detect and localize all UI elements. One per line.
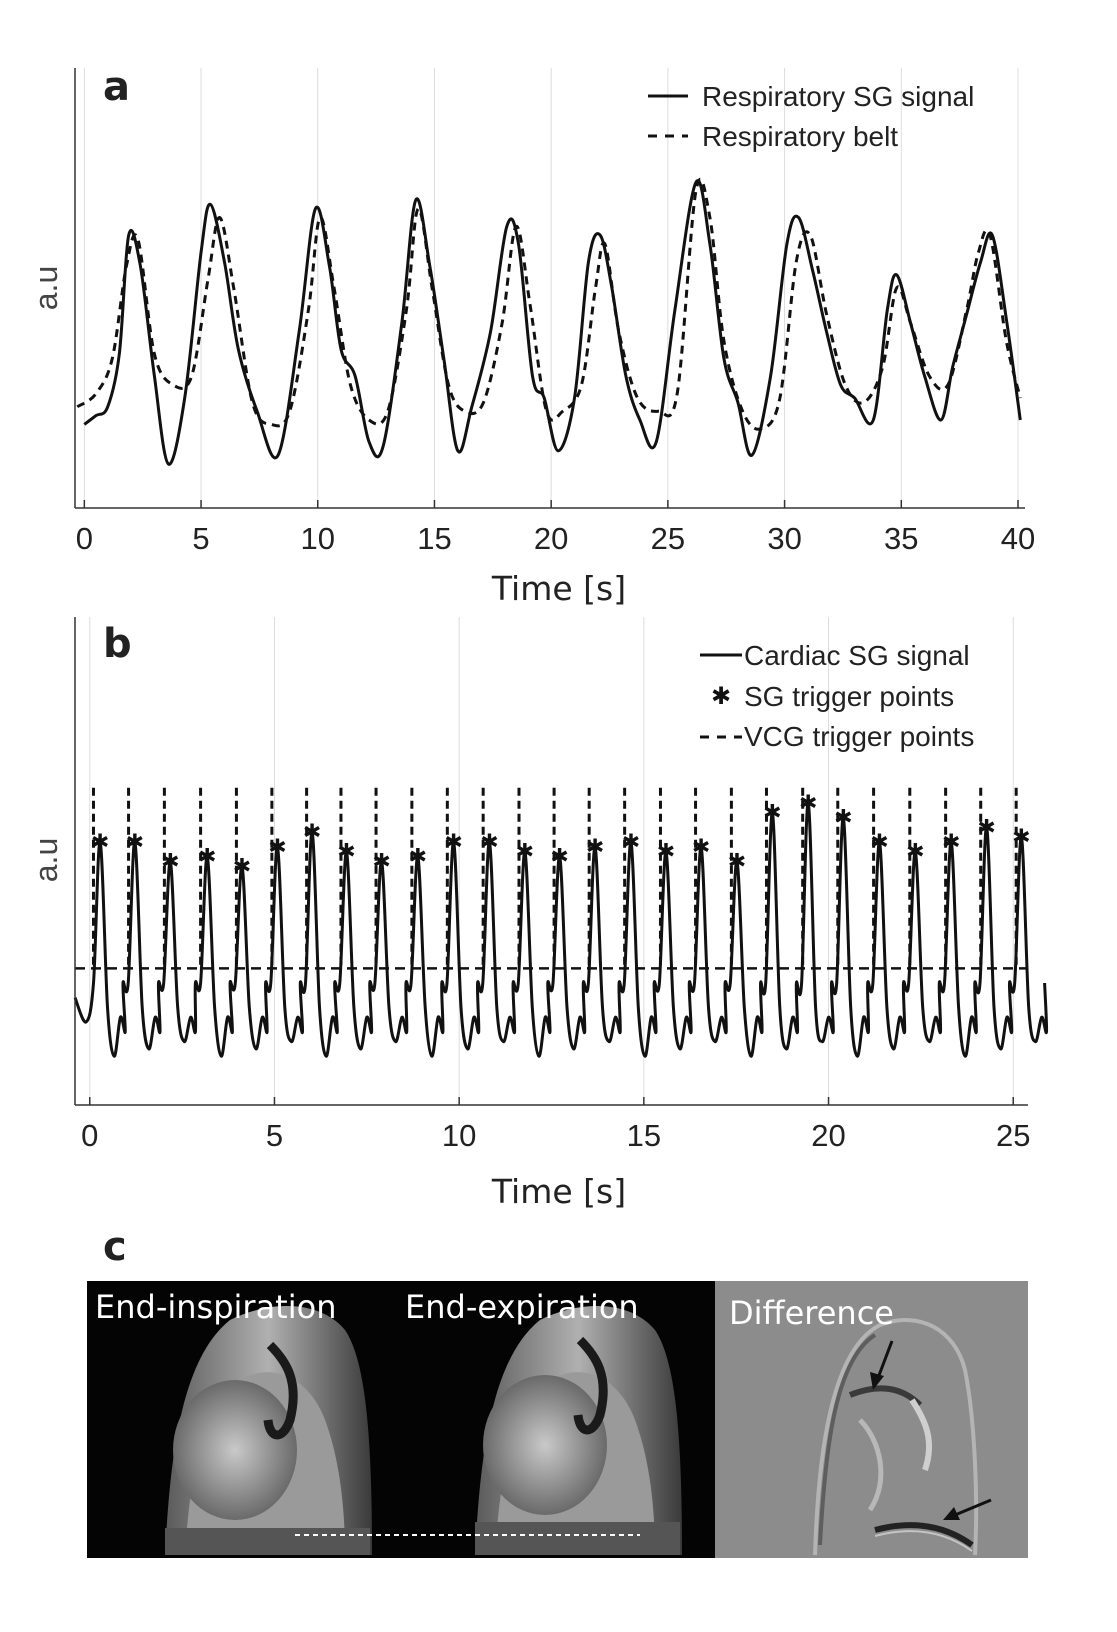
label-difference: Difference [729, 1294, 894, 1332]
legend-label-resp-sg: Respiratory SG signal [702, 81, 974, 112]
sg-trigger-point: ✱ [550, 845, 568, 870]
x-axis-label-b: Time [s] [491, 1172, 626, 1211]
x-axis-label-a: Time [s] [491, 569, 626, 608]
x-tick-label: 5 [266, 1118, 283, 1153]
series-respiratory-sg-signal [83, 179, 1022, 466]
x-tick-label: 15 [627, 1118, 661, 1153]
series-a [76, 177, 1022, 466]
sg-trigger-point: ✱ [728, 850, 746, 875]
legend-a: Respiratory SG signal Respiratory belt [648, 81, 974, 152]
panel-letter-b: b [103, 621, 132, 667]
legend-label-cardiac-sg: Cardiac SG signal [744, 640, 970, 671]
sg-trigger-point: ✱ [161, 850, 179, 875]
arrow-icon [943, 1498, 992, 1520]
sg-trigger-point: ✱ [763, 801, 781, 826]
series-respiratory-belt [76, 177, 1022, 431]
sg-trigger-point: ✱ [480, 830, 498, 855]
sg-trigger-point: ✱ [268, 835, 286, 860]
mri-end-inspiration [165, 1306, 372, 1555]
sg-trigger-point: ✱ [516, 840, 534, 865]
x-tick-label: 30 [767, 521, 801, 556]
x-tick-label: 0 [81, 1118, 98, 1153]
x-tick-label: 35 [884, 521, 918, 556]
sg-trigger-point: ✱ [692, 835, 710, 860]
sg-trigger-point: ✱ [126, 830, 144, 855]
difference-structures [813, 1318, 979, 1556]
legend-label-sg-trigger: SG trigger points [744, 681, 954, 712]
sg-trigger-point: ✱ [834, 806, 852, 831]
legend-label-vcg-trigger: VCG trigger points [744, 721, 974, 752]
panel-c: c [87, 1224, 1028, 1558]
sg-trigger-point: ✱ [870, 830, 888, 855]
x-ticks-a: 0 5 10 15 20 25 30 35 40 [76, 500, 1035, 556]
sg-trigger-point: ✱ [906, 840, 924, 865]
y-axis-label-a: a.u [28, 266, 64, 310]
sg-trigger-point: ✱ [657, 840, 675, 865]
mri-end-expiration [475, 1306, 682, 1555]
legend-label-resp-belt: Respiratory belt [702, 121, 898, 152]
x-tick-label: 25 [651, 521, 685, 556]
grid-a [83, 68, 1019, 508]
sg-trigger-point: ✱ [942, 830, 960, 855]
label-end-expiration: End-expiration [405, 1288, 639, 1326]
sg-trigger-point: ✱ [198, 845, 216, 870]
label-end-inspiration: End-inspiration [95, 1288, 336, 1326]
sg-trigger-point: ✱ [444, 830, 462, 855]
sg-trigger-point: ✱ [303, 821, 321, 846]
legend-b: Cardiac SG signal ✱ SG trigger points VC… [700, 640, 974, 752]
x-tick-label: 10 [442, 1118, 476, 1153]
panel-letter-a: a [103, 64, 130, 110]
sg-trigger-point: ✱ [337, 840, 355, 865]
y-axis-label-b: a.u [28, 838, 64, 882]
x-tick-label: 5 [192, 521, 209, 556]
sg-trigger-point: ✱ [977, 816, 995, 841]
panel-letter-c: c [103, 1224, 127, 1270]
grid-b [89, 617, 1014, 1105]
series-b: ✱ ✱ ✱ ✱ ✱ ✱ ✱ ✱ ✱ ✱ ✱ ✱ ✱ ✱ ✱ ✱ ✱ ✱ ✱ ✱ ✱ ✱ ✱ ✱ ✱ ✱ ✱ [73, 787, 1049, 1058]
sg-trigger-point: ✱ [233, 855, 251, 880]
x-tick-label: 25 [996, 1118, 1030, 1153]
x-tick-label: 15 [417, 521, 451, 556]
x-tick-label: 10 [301, 521, 335, 556]
sg-trigger-point: ✱ [1012, 826, 1030, 851]
sg-trigger-point: ✱ [91, 830, 109, 855]
legend-swatch-trigger-marker: ✱ [711, 682, 731, 710]
x-tick-label: 40 [1001, 521, 1035, 556]
series-cardiac-sg-signal [73, 800, 1049, 1058]
panel-a: a 0 5 10 15 20 25 30 35 40 Time [s] a.u Respirat… [28, 64, 1035, 608]
panel-b: b ✱ ✱ ✱ ✱ ✱ ✱ ✱ ✱ ✱ ✱ ✱ ✱ ✱ ✱ ✱ ✱ ✱ ✱ ✱ ✱ ✱ ✱ ✱ ✱ ✱ ✱ ✱ 0 5 10 15 20 25… [28, 617, 1049, 1211]
arrow-icon [870, 1340, 894, 1390]
sg-trigger-point: ✱ [372, 850, 390, 875]
x-tick-label: 20 [534, 521, 568, 556]
x-tick-label: 20 [811, 1118, 845, 1153]
sg-trigger-point: ✱ [409, 845, 427, 870]
sg-trigger-point: ✱ [586, 835, 604, 860]
sg-trigger-point: ✱ [799, 791, 817, 816]
x-tick-label: 0 [76, 521, 93, 556]
sg-trigger-point: ✱ [622, 830, 640, 855]
x-ticks-b: 0 5 10 15 20 25 [81, 1097, 1030, 1153]
